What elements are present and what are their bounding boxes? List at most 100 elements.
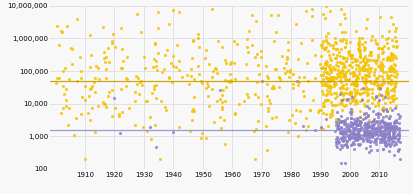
Point [357, 126, 364, 129]
Point [303, 117, 309, 120]
Point [394, 134, 401, 137]
Point [228, 79, 234, 82]
Point [354, 133, 361, 136]
Point [109, 40, 116, 43]
Point [362, 128, 369, 131]
Point [357, 119, 363, 122]
Point [170, 55, 177, 58]
Point [344, 144, 350, 147]
Point [364, 130, 370, 133]
Point [54, 25, 60, 28]
Point [146, 126, 153, 129]
Point [361, 74, 368, 77]
Point [385, 126, 392, 129]
Point [62, 87, 69, 90]
Point [376, 128, 382, 132]
Point [325, 91, 331, 94]
Point [321, 48, 328, 51]
Point [365, 59, 371, 62]
Point [342, 74, 349, 77]
Point [320, 47, 327, 50]
Point [339, 131, 346, 134]
Point [365, 131, 372, 134]
Point [254, 95, 261, 98]
Point [340, 143, 347, 146]
Point [366, 137, 372, 140]
Point [340, 119, 347, 122]
Point [339, 69, 345, 72]
Point [385, 29, 392, 32]
Point [133, 82, 140, 86]
Point [309, 7, 315, 10]
Point [366, 71, 373, 74]
Point [395, 147, 402, 150]
Point [116, 114, 122, 117]
Point [327, 80, 333, 83]
Point [338, 7, 344, 10]
Point [179, 75, 186, 79]
Point [353, 84, 360, 87]
Point [386, 121, 393, 124]
Point [253, 19, 260, 22]
Point [318, 126, 324, 129]
Point [389, 94, 396, 98]
Point [351, 129, 358, 132]
Point [258, 55, 265, 59]
Point [348, 93, 355, 96]
Point [135, 92, 142, 95]
Point [60, 84, 67, 87]
Point [357, 54, 364, 57]
Point [231, 113, 238, 116]
Point [333, 92, 339, 95]
Point [362, 117, 368, 120]
Point [344, 50, 351, 53]
Point [100, 26, 106, 29]
Point [109, 33, 116, 36]
Point [379, 119, 386, 122]
Point [359, 79, 366, 82]
Point [318, 81, 325, 84]
Point [390, 153, 397, 156]
Point [119, 67, 126, 70]
Point [349, 97, 355, 100]
Point [283, 69, 290, 72]
Point [381, 135, 387, 138]
Point [74, 17, 80, 21]
Point [333, 143, 340, 146]
Point [334, 47, 341, 50]
Point [342, 65, 348, 68]
Point [348, 108, 354, 111]
Point [343, 104, 350, 107]
Point [338, 121, 345, 124]
Point [376, 46, 382, 49]
Point [382, 123, 389, 126]
Point [347, 130, 354, 133]
Point [351, 127, 358, 130]
Point [382, 133, 388, 137]
Point [76, 55, 83, 58]
Point [368, 121, 375, 124]
Point [350, 75, 357, 78]
Point [351, 90, 358, 94]
Point [339, 108, 346, 112]
Point [391, 127, 397, 130]
Point [348, 116, 355, 119]
Point [325, 125, 332, 128]
Point [350, 88, 357, 91]
Point [342, 45, 348, 48]
Point [176, 59, 183, 62]
Point [352, 84, 359, 87]
Point [377, 66, 383, 69]
Point [336, 130, 343, 133]
Point [366, 80, 373, 83]
Point [268, 87, 275, 90]
Point [372, 76, 379, 79]
Point [385, 57, 392, 61]
Point [373, 112, 380, 115]
Point [348, 54, 354, 57]
Point [88, 54, 94, 57]
Point [66, 106, 72, 109]
Point [349, 109, 355, 112]
Point [364, 134, 371, 138]
Point [353, 85, 359, 88]
